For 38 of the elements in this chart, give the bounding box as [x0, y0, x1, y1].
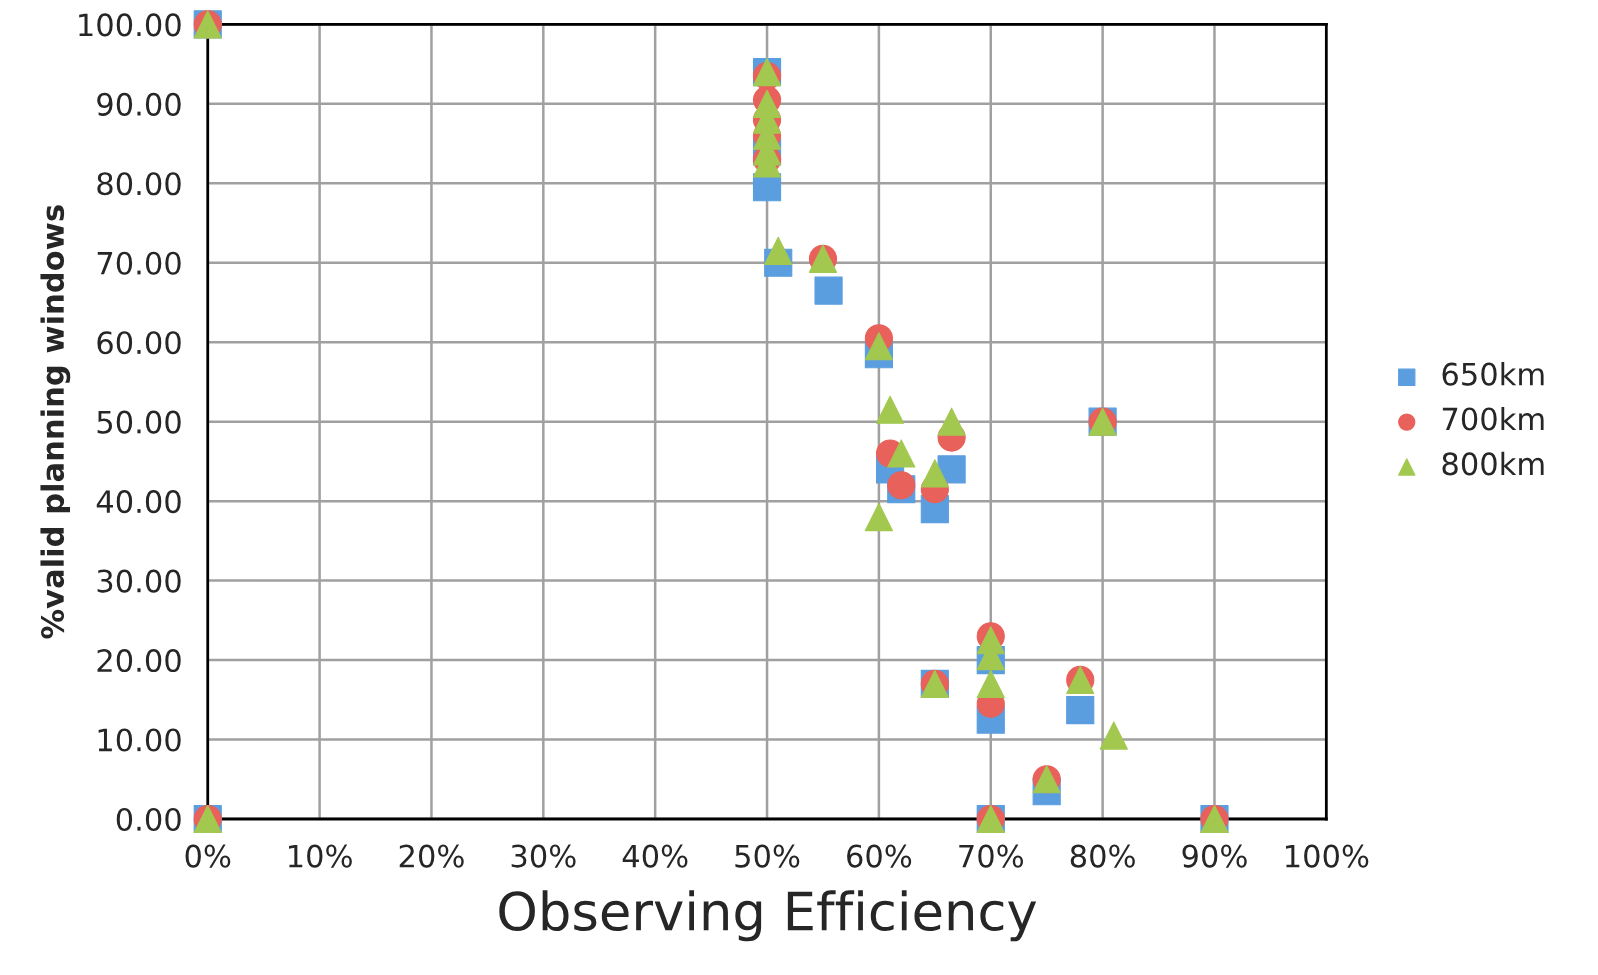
x-tick-label: 60% [847, 844, 912, 868]
x-tick-label: 40% [622, 844, 688, 868]
y-tick-label: 30.00 [97, 569, 181, 593]
x-tick-label: 80% [1070, 844, 1135, 868]
point [920, 459, 949, 488]
y-axis-title: %valid planning windows [40, 205, 71, 639]
y-tick-label: 90.00 [97, 92, 181, 116]
x-tick-label: 10% [289, 844, 352, 868]
point [764, 236, 793, 265]
y-tick-label: 0.00 [116, 807, 181, 832]
point [1066, 696, 1095, 725]
x-tick-label: 0% [185, 844, 231, 868]
y-tick-label: 10.00 [98, 728, 181, 752]
x-tick-label: 70% [959, 844, 1024, 868]
x-tick-label: 90% [1182, 844, 1247, 868]
x-tick-label: 30% [511, 844, 576, 868]
point [864, 502, 893, 532]
legend-label: 800km [1442, 451, 1544, 476]
y-tick-label: 20.00 [97, 649, 181, 673]
legend-label: 700km [1442, 406, 1544, 431]
y-tick-label: 50.00 [97, 410, 181, 434]
y-tick-label: 40.00 [96, 490, 181, 514]
point [937, 407, 966, 436]
y-tick-label: 60.00 [97, 331, 181, 355]
point [864, 332, 893, 361]
y-tick-label: 70.00 [97, 251, 181, 275]
point [814, 276, 843, 305]
y-tick-label: 100.00 [79, 13, 181, 37]
x-axis-title: Observing Efficiency [499, 890, 1037, 942]
x-tick-label: 100% [1286, 844, 1369, 868]
y-tick-label: 80.00 [97, 172, 181, 196]
point [1099, 721, 1128, 750]
point [875, 395, 905, 424]
x-tick-label: 20% [399, 844, 464, 868]
point [976, 669, 1005, 699]
legend-label: 650km [1442, 362, 1544, 386]
point [887, 439, 916, 468]
x-tick-label: 50% [735, 844, 800, 868]
